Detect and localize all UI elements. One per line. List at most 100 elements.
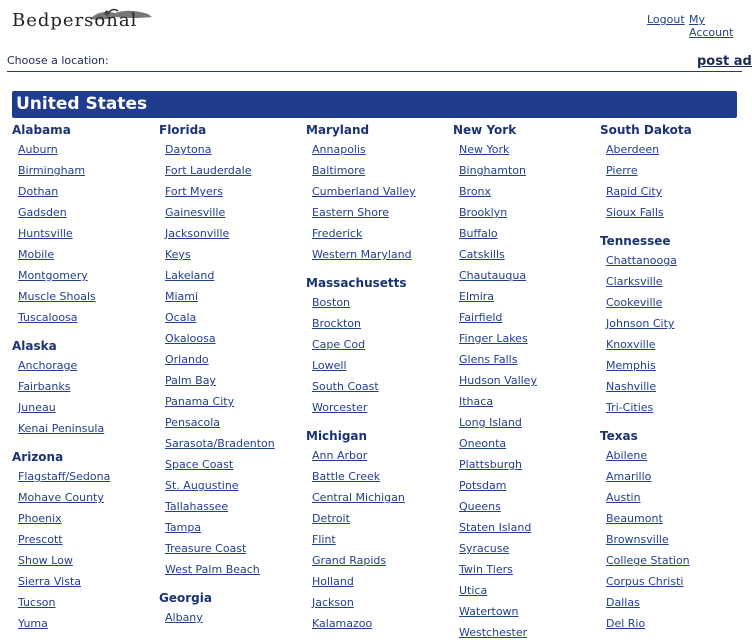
city-link[interactable]: Johnson City (606, 317, 675, 330)
city-link[interactable]: Corpus Christi (606, 575, 684, 588)
city-link[interactable]: Dallas (606, 596, 640, 609)
city-link[interactable]: Oneonta (459, 437, 507, 450)
city-link[interactable]: Abilene (606, 449, 648, 462)
city-link[interactable]: Lowell (312, 359, 347, 372)
city-link[interactable]: Muscle Shoals (18, 290, 96, 303)
city-link[interactable]: Plattsburgh (459, 458, 523, 471)
city-link[interactable]: Ithaca (459, 395, 494, 408)
city-link[interactable]: Frederick (312, 227, 363, 240)
city-link[interactable]: Dothan (18, 185, 59, 198)
city-link[interactable]: Buffalo (459, 227, 498, 240)
city-link[interactable]: Palm Bay (165, 374, 216, 387)
city-link[interactable]: Brockton (312, 317, 361, 330)
city-link[interactable]: Chattanooga (606, 254, 677, 267)
city-link[interactable]: Juneau (18, 401, 56, 414)
city-link[interactable]: Western Maryland (312, 248, 412, 261)
city-link[interactable]: Cookeville (606, 296, 663, 309)
city-link[interactable]: New York (459, 143, 510, 156)
city-link[interactable]: Tucson (18, 596, 56, 609)
city-link[interactable]: Jacksonville (165, 227, 230, 240)
city-link[interactable]: Brooklyn (459, 206, 508, 219)
city-link[interactable]: Jackson (312, 596, 354, 609)
city-link[interactable]: Annapolis (312, 143, 366, 156)
city-link[interactable]: Austin (606, 491, 641, 504)
city-link[interactable]: Albany (165, 611, 203, 624)
city-link[interactable]: Elmira (459, 290, 495, 303)
post-ad-link[interactable]: post ad (697, 54, 752, 69)
city-link[interactable]: Space Coast (165, 458, 234, 471)
city-link[interactable]: Tuscaloosa (18, 311, 78, 324)
city-link[interactable]: Queens (459, 500, 501, 513)
city-link[interactable]: Potsdam (459, 479, 507, 492)
logo[interactable]: Bedpersonal (12, 10, 138, 31)
city-link[interactable]: Montgomery (18, 269, 88, 282)
city-link[interactable]: Tri-Cities (606, 401, 654, 414)
city-link[interactable]: Holland (312, 575, 354, 588)
city-link[interactable]: Grand Rapids (312, 554, 387, 567)
city-link[interactable]: Staten Island (459, 521, 532, 534)
city-link[interactable]: Miami (165, 290, 199, 303)
city-link[interactable]: Utica (459, 584, 488, 597)
city-link[interactable]: Westchester (459, 626, 528, 639)
city-link[interactable]: St. Augustine (165, 479, 239, 492)
city-link[interactable]: Fort Myers (165, 185, 224, 198)
city-link[interactable]: Flagstaff/Sedona (18, 470, 111, 483)
city-link[interactable]: Beaumont (606, 512, 663, 525)
city-link[interactable]: Gainesville (165, 206, 226, 219)
city-link[interactable]: Prescott (18, 533, 63, 546)
city-link[interactable]: Bronx (459, 185, 492, 198)
city-link[interactable]: Rapid City (606, 185, 663, 198)
city-link[interactable]: Syracuse (459, 542, 510, 555)
city-link[interactable]: Anchorage (18, 359, 78, 372)
city-link[interactable]: Twin Tiers (459, 563, 513, 576)
city-link[interactable]: Battle Creek (312, 470, 381, 483)
city-link[interactable]: Worcester (312, 401, 368, 414)
city-link[interactable]: Long Island (459, 416, 522, 429)
city-link[interactable]: Ann Arbor (312, 449, 368, 462)
city-link[interactable]: Fort Lauderdale (165, 164, 252, 177)
city-link[interactable]: Daytona (165, 143, 212, 156)
city-link[interactable]: Aberdeen (606, 143, 660, 156)
city-link[interactable]: Baltimore (312, 164, 366, 177)
city-link[interactable]: Fairbanks (18, 380, 71, 393)
city-link[interactable]: Yuma (18, 617, 48, 630)
city-link[interactable]: Okaloosa (165, 332, 216, 345)
city-link[interactable]: Central Michigan (312, 491, 405, 504)
city-link[interactable]: Detroit (312, 512, 350, 525)
city-link[interactable]: Gadsden (18, 206, 67, 219)
account-link[interactable]: My Account (689, 13, 734, 39)
city-link[interactable]: Keys (165, 248, 191, 261)
city-link[interactable]: Kenai Peninsula (18, 422, 105, 435)
city-link[interactable]: Phoenix (18, 512, 62, 525)
city-link[interactable]: Knoxville (606, 338, 656, 351)
city-link[interactable]: Amarillo (606, 470, 652, 483)
city-link[interactable]: Boston (312, 296, 351, 309)
city-link[interactable]: Lakeland (165, 269, 215, 282)
logout-link[interactable]: Logout (647, 13, 685, 26)
city-link[interactable]: Mobile (18, 248, 55, 261)
city-link[interactable]: Flint (312, 533, 336, 546)
city-link[interactable]: Clarksville (606, 275, 663, 288)
city-link[interactable]: Chautauqua (459, 269, 527, 282)
city-link[interactable]: Sioux Falls (606, 206, 664, 219)
city-link[interactable]: South Coast (312, 380, 379, 393)
city-link[interactable]: Ocala (165, 311, 197, 324)
city-link[interactable]: Nashville (606, 380, 657, 393)
city-link[interactable]: Binghamton (459, 164, 526, 177)
city-link[interactable]: Mohave County (18, 491, 104, 504)
city-link[interactable]: Birmingham (18, 164, 86, 177)
city-link[interactable]: Cape Cod (312, 338, 366, 351)
city-link[interactable]: Brownsville (606, 533, 669, 546)
city-link[interactable]: Fairfield (459, 311, 503, 324)
city-link[interactable]: Tallahassee (165, 500, 229, 513)
city-link[interactable]: Tampa (165, 521, 202, 534)
city-link[interactable]: Auburn (18, 143, 58, 156)
city-link[interactable]: Orlando (165, 353, 209, 366)
city-link[interactable]: Sierra Vista (18, 575, 82, 588)
city-link[interactable]: Glens Falls (459, 353, 518, 366)
city-link[interactable]: Cumberland Valley (312, 185, 416, 198)
city-link[interactable]: Huntsville (18, 227, 73, 240)
city-link[interactable]: Finger Lakes (459, 332, 528, 345)
city-link[interactable]: Eastern Shore (312, 206, 390, 219)
city-link[interactable]: Sarasota/Bradenton (165, 437, 275, 450)
